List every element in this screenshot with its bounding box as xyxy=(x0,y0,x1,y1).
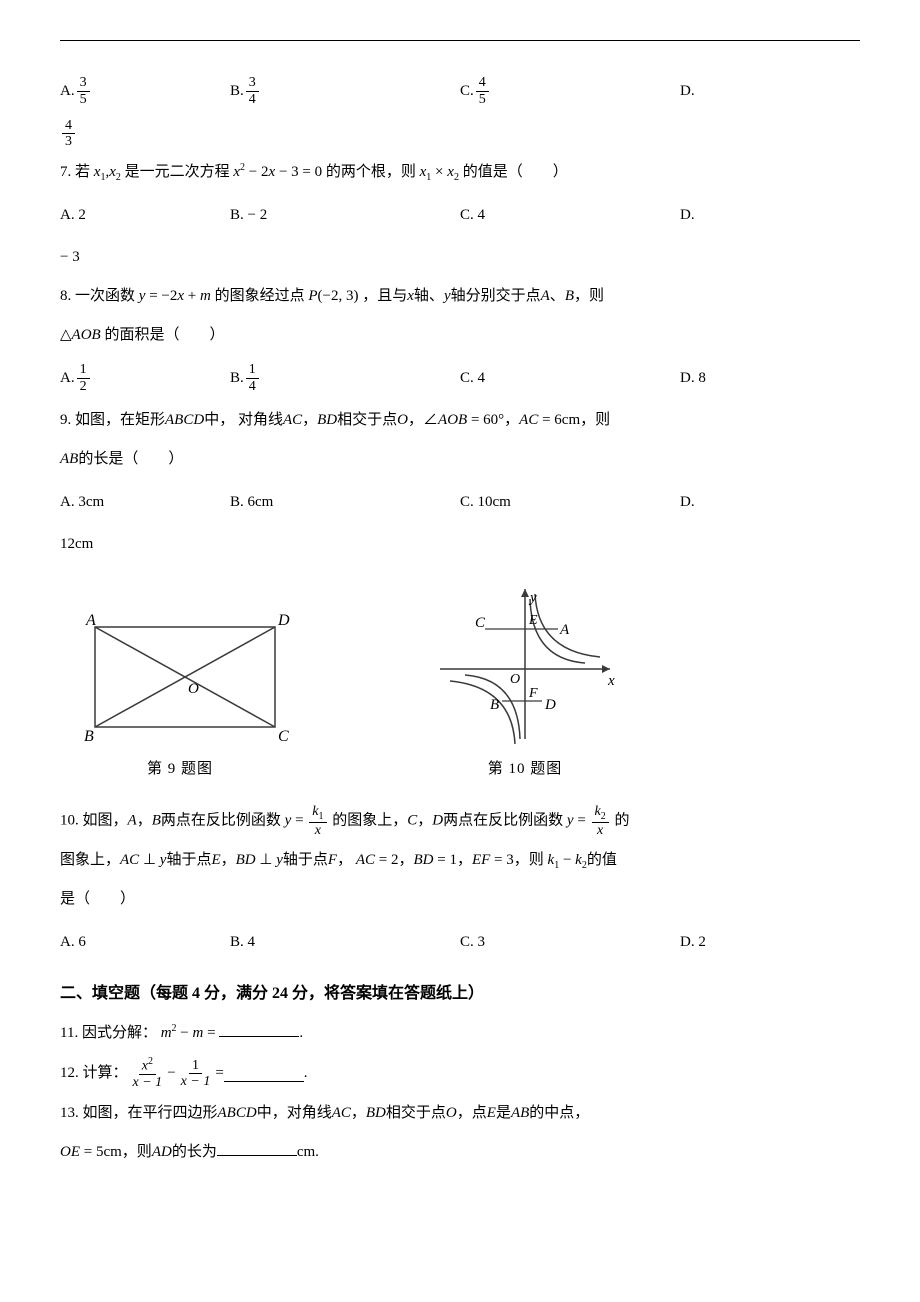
q9-opt-d-value: 12cm xyxy=(60,528,860,561)
q7-opt-a: A. 2 xyxy=(60,199,230,232)
q6-opt-c: C. 4 5 xyxy=(460,75,680,108)
figure-10: y x O C E A B F D 第 10 题图 xyxy=(430,579,620,786)
label-c: C xyxy=(475,615,486,631)
label-b: B xyxy=(490,697,499,713)
q8-opt-b: B. 1 4 xyxy=(230,362,460,395)
q12-stem: 12. 计算： x2 x − 1 − 1 x − 1 = . xyxy=(60,1056,860,1090)
label-o: O xyxy=(510,672,520,687)
q7-opt-d-label: D. xyxy=(680,199,760,232)
q8-stem-line2: △AOB 的面积是（ ） xyxy=(60,319,860,352)
label-a: A xyxy=(559,622,570,638)
fraction: k1 x xyxy=(309,804,326,838)
q10-stem-line2: 图象上，AC ⊥ y轴于点E，BD ⊥ y轴于点F， AC = 2，BD = 1… xyxy=(60,844,860,877)
q8-opt-a: A. 1 2 xyxy=(60,362,230,395)
opt-label: B. xyxy=(230,75,244,108)
q10-stem-line1: 10. 如图，A，B两点在反比例函数 y = k1 x 的图象上，C，D两点在反… xyxy=(60,804,860,838)
fraction: 1 x − 1 xyxy=(178,1058,214,1090)
fraction: 1 2 xyxy=(77,362,90,394)
opt-label: D. xyxy=(680,75,695,108)
horizontal-rule xyxy=(60,40,860,41)
q6-opt-a: A. 3 5 xyxy=(60,75,230,108)
q8-options-row: A. 1 2 B. 1 4 C. 4 D. 8 xyxy=(60,358,860,398)
fraction: 1 4 xyxy=(246,362,259,394)
label-d: D xyxy=(544,697,556,713)
q10-opt-a: A. 6 xyxy=(60,926,230,959)
q9-options-row: A. 3cm B. 6cm C. 10cm D. xyxy=(60,482,860,522)
q10-opt-d: D. 2 xyxy=(680,926,760,959)
figure-10-caption: 第 10 题图 xyxy=(430,753,620,786)
q9-stem-line1: 9. 如图，在矩形ABCD中， 对角线AC，BD相交于点O，∠AOB = 60°… xyxy=(60,404,860,437)
q8-opt-c: C. 4 xyxy=(460,362,680,395)
q13-stem-line1: 13. 如图，在平行四边形ABCD中，对角线AC，BD相交于点O，点E是AB的中… xyxy=(60,1097,860,1130)
q9-stem-line2: AB的长是（ ） xyxy=(60,443,860,476)
label-o: O xyxy=(188,681,199,697)
fraction: x2 x − 1 xyxy=(130,1056,166,1090)
label-y: y xyxy=(528,590,537,606)
q7-options-row: A. 2 B. − 2 C. 4 D. xyxy=(60,195,860,235)
q9-opt-a: A. 3cm xyxy=(60,486,230,519)
q6-opt-d-value: 4 3 xyxy=(60,117,860,150)
fraction: 3 4 xyxy=(246,75,259,107)
fraction: 4 5 xyxy=(476,75,489,107)
answer-blank xyxy=(219,1020,299,1038)
fraction: k2 x xyxy=(592,804,609,838)
answer-blank xyxy=(224,1065,304,1083)
q8-stem-line1: 8. 一次函数 y = −2x + m 的图象经过点 P(−2, 3) ，且与x… xyxy=(60,280,860,313)
figures-row: A D B C O 第 9 题图 y x O xyxy=(70,579,860,786)
q7-stem: 7. 若 x1,x2 是一元二次方程 x2 − 2x − 3 = 0 的两个根，… xyxy=(60,156,860,189)
label-e: E xyxy=(528,613,538,628)
q9-opt-c: C. 10cm xyxy=(460,486,680,519)
label-f: F xyxy=(528,686,538,701)
hyperbola-diagram: y x O C E A B F D xyxy=(430,579,620,749)
q11-stem: 11. 因式分解： m2 − m = . xyxy=(60,1017,860,1050)
opt-label: C. xyxy=(460,75,474,108)
q6-options-row1: A. 3 5 B. 3 4 C. 4 5 D. xyxy=(60,71,860,111)
q10-opt-b: B. 4 xyxy=(230,926,460,959)
q10-options-row: A. 6 B. 4 C. 3 D. 2 xyxy=(60,922,860,962)
rectangle-diagram: A D B C O xyxy=(70,609,290,749)
fraction: 3 5 xyxy=(77,75,90,107)
q13-stem-line2: OE = 5cm，则AD的长为cm. xyxy=(60,1136,860,1169)
label-c: C xyxy=(278,728,289,745)
section-2-header: 二、填空题（每题 4 分，满分 24 分，将答案填在答题纸上） xyxy=(60,976,860,1011)
figure-9-caption: 第 9 题图 xyxy=(70,753,290,786)
q8-opt-d: D. 8 xyxy=(680,362,760,395)
q7-opt-d-value: − 3 xyxy=(60,241,860,274)
q6-opt-d-label: D. xyxy=(680,75,760,108)
q6-opt-b: B. 3 4 xyxy=(230,75,460,108)
label-a: A xyxy=(85,612,96,629)
label-x: x xyxy=(607,673,615,689)
label-b: B xyxy=(84,728,94,745)
q9-opt-b: B. 6cm xyxy=(230,486,460,519)
q7-opt-c: C. 4 xyxy=(460,199,680,232)
q10-opt-c: C. 3 xyxy=(460,926,680,959)
q9-opt-d-label: D. xyxy=(680,486,760,519)
q7-opt-b: B. − 2 xyxy=(230,199,460,232)
opt-label: A. xyxy=(60,75,75,108)
q10-stem-line3: 是（ ） xyxy=(60,883,860,916)
answer-blank xyxy=(217,1138,297,1156)
label-d: D xyxy=(277,612,290,629)
fraction: 4 3 xyxy=(62,118,75,150)
figure-9: A D B C O 第 9 题图 xyxy=(70,609,290,786)
